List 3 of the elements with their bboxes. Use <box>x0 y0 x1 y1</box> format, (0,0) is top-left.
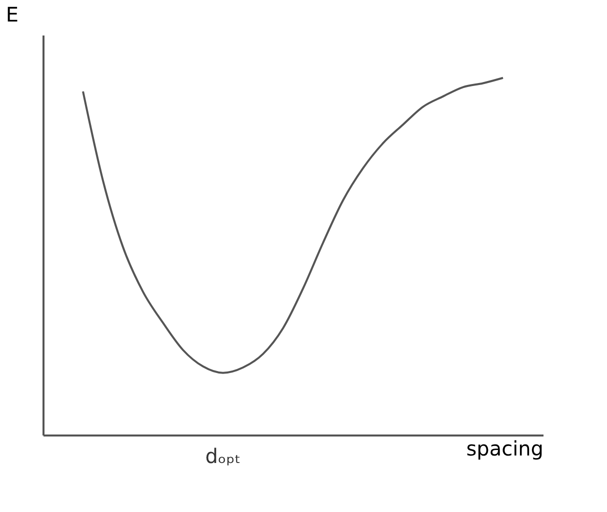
y-axis-title: E <box>6 2 18 26</box>
text: dₒₚₜ <box>205 444 241 468</box>
x-axis-title: spacing <box>466 436 544 460</box>
